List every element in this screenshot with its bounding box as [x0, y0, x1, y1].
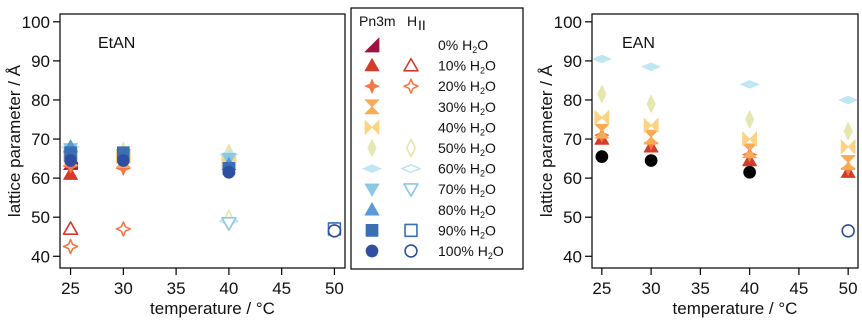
legend-marker-hii — [404, 244, 418, 258]
legend-label: 30% H2O — [438, 99, 496, 117]
data-point-p60 — [740, 80, 760, 89]
y-tick-label: 70 — [563, 130, 582, 149]
legend-marker-pn3m — [364, 99, 380, 115]
data-point-p100 — [644, 154, 658, 167]
data-point-p60 — [641, 62, 661, 72]
data-point-p40 — [594, 110, 610, 125]
data-point-p30 — [742, 143, 758, 159]
data-point-p60 — [592, 54, 612, 64]
x-tick-label: 50 — [839, 279, 858, 298]
legend-marker-hii — [404, 223, 418, 238]
legend-marker-pn3m — [367, 138, 377, 158]
legend-marker-hii — [403, 57, 419, 72]
x-tick-label: 25 — [592, 279, 611, 298]
x-tick-label: 50 — [325, 279, 344, 298]
legend-marker-pn3m — [364, 183, 380, 197]
x-tick-label: 35 — [167, 279, 186, 298]
panel-title: EtAN — [98, 35, 135, 52]
y-tick-label: 80 — [31, 91, 50, 110]
legend-marker-pn3m — [365, 244, 379, 258]
data-point-p100 — [595, 150, 609, 163]
legend-label: 0% H2O — [438, 37, 488, 55]
x-tick-label: 40 — [740, 279, 759, 298]
legend-label: 40% H2O — [438, 119, 496, 137]
x-axis-title: temperature / °C — [673, 299, 798, 318]
legend-marker-pn3m — [364, 202, 380, 216]
y-axis-title: lattice parameter / Å — [5, 64, 24, 217]
x-tick-label: 35 — [691, 279, 710, 298]
data-point-h10 — [62, 221, 79, 235]
x-tick-label: 40 — [219, 279, 238, 298]
legend-marker-pn3m — [364, 58, 380, 72]
data-point-h100 — [841, 224, 855, 238]
x-tick-label: 25 — [61, 279, 80, 298]
y-tick-label: 60 — [563, 169, 582, 188]
data-point-p40 — [742, 131, 758, 147]
data-point-h100 — [327, 224, 342, 238]
x-tick-label: 45 — [272, 279, 291, 298]
legend-header-hii: H — [407, 13, 417, 29]
x-tick-label: 45 — [789, 279, 808, 298]
legend-marker-pn3m — [364, 120, 380, 135]
y-axis-title: lattice parameter / Å — [537, 64, 556, 217]
legend-header-pn3m: Pn3m — [359, 13, 396, 29]
legend-header-hii-sub: II — [418, 17, 426, 33]
y-tick-label: 100 — [554, 13, 582, 32]
legend-marker-hii — [401, 163, 421, 174]
y-tick-label: 70 — [31, 130, 50, 149]
x-tick-label: 30 — [114, 279, 133, 298]
data-point-p100 — [222, 165, 236, 179]
data-point-p40 — [643, 117, 659, 133]
legend-marker-hii — [403, 183, 419, 197]
data-point-h70 — [221, 217, 237, 231]
y-tick-label: 50 — [31, 208, 50, 227]
y-tick-label: 90 — [31, 52, 50, 71]
legend-label: 60% H2O — [438, 161, 496, 179]
legend-label: 20% H2O — [438, 78, 496, 96]
legend-label: 10% H2O — [438, 58, 496, 76]
data-point-p60 — [838, 95, 858, 105]
y-tick-label: 90 — [563, 52, 582, 71]
data-point-p100 — [116, 154, 130, 167]
legend-label: 50% H2O — [438, 140, 496, 158]
plot-frame — [591, 13, 859, 269]
legend-marker-pn3m — [362, 164, 382, 173]
legend-label: 70% H2O — [438, 181, 496, 199]
y-tick-label: 100 — [22, 13, 50, 32]
y-tick-label: 60 — [31, 169, 50, 188]
data-point-p50 — [745, 110, 755, 129]
legend-marker-hii — [403, 78, 419, 94]
data-point-h20 — [115, 221, 132, 237]
panel-etan: 40 50 60 70 80 90 100 25 30 35 40 45 50 temperature /… — [5, 13, 346, 318]
legend-marker-pn3m — [364, 37, 380, 53]
legend-label: 90% H2O — [438, 222, 496, 240]
x-tick-label: 30 — [642, 279, 661, 298]
legend-label: 80% H2O — [438, 202, 496, 220]
data-point-p40 — [840, 139, 856, 155]
data-point-h20 — [62, 238, 79, 255]
data-point-p30 — [594, 123, 610, 139]
x-axis-title: temperature / °C — [150, 299, 275, 318]
data-point-p50 — [597, 84, 607, 104]
data-point-p50 — [646, 94, 656, 114]
legend-label: 100% H2O — [438, 243, 504, 261]
data-point-p50 — [843, 122, 853, 141]
panel-title: EAN — [622, 35, 655, 52]
legend-marker-hii — [406, 138, 416, 158]
legend: Pn3m H II 0% H2O 10% H2O 20% H2O 30% H2O 40% H2… — [350, 7, 524, 270]
data-point-p30 — [840, 155, 856, 170]
legend-frame — [350, 7, 524, 270]
data-point-p30 — [643, 129, 659, 145]
legend-marker-pn3m — [364, 78, 380, 94]
data-point-p100 — [64, 154, 77, 167]
data-point-p100 — [743, 165, 756, 179]
legend-marker-pn3m — [365, 224, 379, 237]
panel-ean: 40 50 60 70 80 90 100 25 30 35 40 45 50 temperature /… — [537, 13, 859, 318]
plot-frame — [59, 13, 346, 269]
y-tick-label: 50 — [563, 208, 582, 227]
y-tick-label: 40 — [31, 247, 50, 266]
y-tick-label: 80 — [563, 91, 582, 110]
y-tick-label: 40 — [563, 247, 582, 266]
